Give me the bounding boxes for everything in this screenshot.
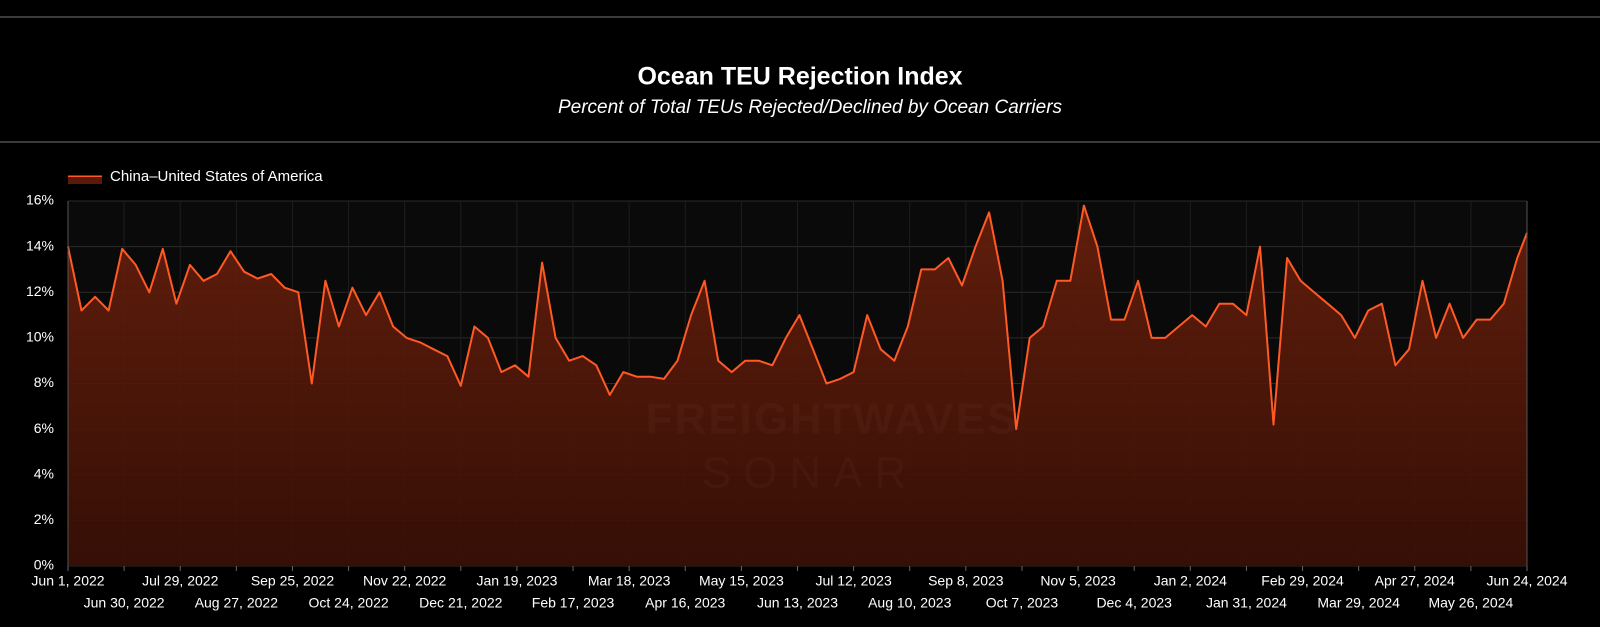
x-tick-label: Apr 16, 2023 [645, 595, 725, 611]
chart-subtitle: Percent of Total TEUs Rejected/Declined … [558, 97, 1063, 118]
area [68, 205, 1527, 566]
x-tick-label: Dec 4, 2023 [1096, 595, 1172, 611]
x-tick-label: Nov 22, 2022 [363, 573, 446, 589]
x-tick-label: Jul 29, 2022 [142, 573, 218, 589]
x-tick-label: Jan 31, 2024 [1206, 595, 1287, 611]
x-tick-label: Jun 24, 2024 [1487, 573, 1568, 589]
x-tick-label: Dec 21, 2022 [419, 595, 502, 611]
y-tick-label: 8% [34, 374, 54, 390]
x-tick-label: May 26, 2024 [1428, 595, 1513, 611]
y-tick-label: 6% [34, 420, 54, 436]
x-tick-label: Mar 18, 2023 [588, 573, 671, 589]
y-tick-label: 4% [34, 465, 54, 481]
x-tick-label: May 15, 2023 [699, 573, 784, 589]
x-tick-label: Aug 27, 2022 [195, 595, 279, 611]
x-tick-label: Apr 27, 2024 [1375, 573, 1455, 589]
x-tick-label: Feb 17, 2023 [532, 595, 615, 611]
x-tick-label: Mar 29, 2024 [1317, 595, 1400, 611]
x-tick-label: Jan 19, 2023 [476, 573, 557, 589]
y-tick-label: 10% [26, 329, 54, 345]
x-tick-label: Jun 30, 2022 [84, 595, 165, 611]
x-tick-label: Aug 10, 2023 [868, 595, 952, 611]
y-tick-label: 12% [26, 283, 54, 299]
x-tick-label: Jul 12, 2023 [815, 573, 891, 589]
x-tick-label: Sep 25, 2022 [251, 573, 335, 589]
x-tick-label: Jun 1, 2022 [31, 573, 104, 589]
y-tick-label: 14% [26, 237, 54, 253]
line [67, 204, 1528, 431]
x-tick-label: Sep 8, 2023 [928, 573, 1004, 589]
y-tick-label: 16% [26, 192, 54, 208]
x-tick-label: Oct 24, 2022 [308, 595, 388, 611]
y-tick-label: 2% [34, 511, 54, 527]
x-tick-label: Feb 29, 2024 [1261, 573, 1344, 589]
x-tick-label: Jun 13, 2023 [757, 595, 838, 611]
x-tick-label: Nov 5, 2023 [1040, 573, 1116, 589]
legend-swatch [68, 177, 102, 184]
chart-title: Ocean TEU Rejection Index [637, 63, 962, 91]
y-tick-label: 0% [34, 557, 54, 573]
legend-label: China–United States of America [110, 168, 323, 185]
x-tick-label: Jan 2, 2024 [1154, 573, 1227, 589]
x-tick-label: Oct 7, 2023 [986, 595, 1059, 611]
